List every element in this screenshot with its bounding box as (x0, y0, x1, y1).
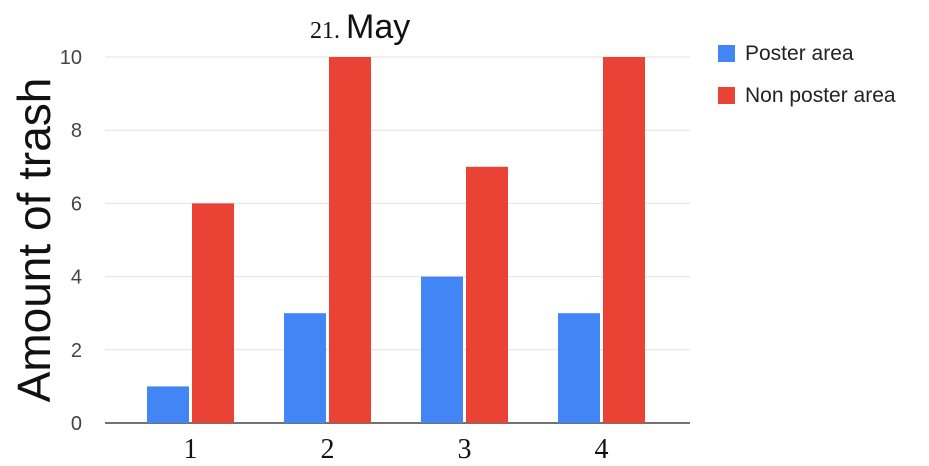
chart-title-number: 21. (310, 18, 340, 44)
y-tick-label: 8 (71, 120, 82, 142)
bar-non-poster-area-4 (603, 57, 645, 423)
x-tick-label: 3 (458, 434, 472, 465)
bar-poster-area-3 (421, 276, 463, 423)
y-tick-label: 2 (71, 340, 82, 362)
bar-poster-area-2 (284, 313, 326, 423)
y-tick-label: 0 (71, 413, 82, 435)
bar-poster-area-1 (147, 386, 189, 423)
x-tick-label: 4 (595, 434, 609, 465)
bar-non-poster-area-1 (192, 203, 234, 423)
chart-title-word: May (346, 8, 410, 46)
x-tick-label: 1 (184, 434, 198, 465)
y-tick-labels: 0 2 4 6 8 10 (60, 47, 82, 435)
legend-swatch (718, 45, 735, 62)
chart-title: 21. May (310, 8, 410, 46)
y-tick-label: 4 (71, 267, 82, 289)
legend: Poster area Non poster area (718, 42, 896, 107)
bars (147, 57, 645, 424)
legend-label: Non poster area (745, 84, 896, 107)
bar-poster-area-4 (558, 313, 600, 423)
legend-label: Poster area (745, 42, 854, 65)
y-axis-label: Amount of trash (8, 78, 60, 403)
y-tick-label: 6 (71, 193, 82, 215)
y-tick-label: 10 (60, 47, 82, 69)
x-tick-labels: 1 2 3 4 (184, 434, 609, 465)
bar-non-poster-area-3 (466, 166, 508, 424)
legend-swatch (718, 87, 735, 104)
bar-non-poster-area-2 (329, 57, 371, 423)
x-tick-label: 2 (321, 434, 335, 465)
